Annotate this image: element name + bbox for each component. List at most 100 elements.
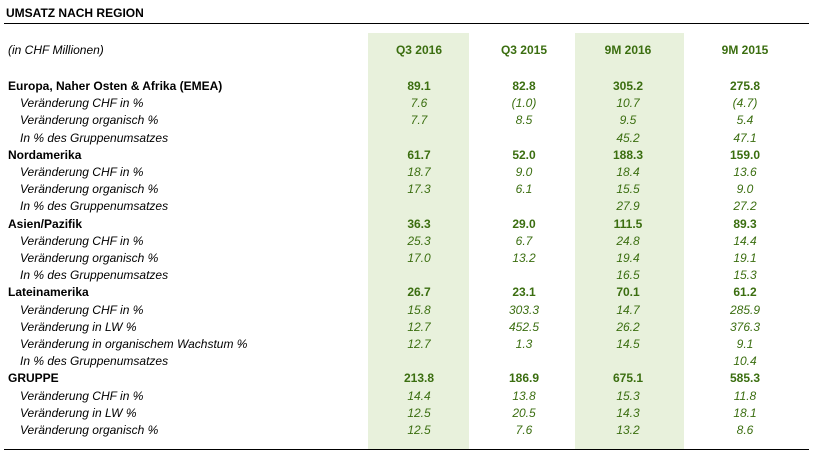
- table-cell: 15.8: [407, 303, 431, 317]
- metric-row: Veränderung CHF in % 14.4 13.8 15.3 11.8: [0, 387, 813, 405]
- region-row: Europa, Naher Osten & Afrika (EMEA) 89.1 8…: [0, 77, 813, 95]
- row-label: In % des Gruppenumsatzes: [20, 268, 169, 282]
- table-cell: 11.8: [733, 389, 757, 403]
- row-label: In % des Gruppenumsatzes: [20, 354, 169, 368]
- table-cell: 19.1: [733, 251, 757, 265]
- row-label: Veränderung CHF in %: [20, 303, 144, 317]
- table-cell: 6.1: [515, 182, 533, 196]
- table-cell: 13.2: [616, 423, 640, 437]
- table-cell: 9.0: [736, 182, 754, 196]
- table-cell: 15.3: [616, 389, 640, 403]
- row-label: Veränderung in LW %: [20, 320, 137, 334]
- table-cell: 376.3: [729, 320, 761, 334]
- row-label: Veränderung CHF in %: [20, 389, 144, 403]
- row-label: In % des Gruppenumsatzes: [20, 131, 169, 145]
- table-cell: 25.3: [407, 234, 431, 248]
- table-cell: 186.9: [508, 371, 540, 385]
- header-row: (in CHF Millionen) Q3 2016 Q3 2015 9M 20…: [0, 41, 813, 59]
- table-cell: 14.3: [616, 406, 640, 420]
- table-cell: 111.5: [613, 217, 643, 231]
- row-label: Veränderung CHF in %: [20, 234, 144, 248]
- table-cell: 70.1: [616, 285, 640, 299]
- metric-row: Veränderung organisch % 17.3 6.1 15.5 9.0: [0, 180, 813, 198]
- table-cell: 305.2: [612, 79, 644, 93]
- table-cell: 18.1: [733, 406, 757, 420]
- table-cell: 452.5: [508, 320, 540, 334]
- metric-row: In % des Gruppenumsatzes 10.4: [0, 352, 813, 370]
- column-header: 9M 2016: [604, 43, 652, 57]
- table-cell: 19.4: [616, 251, 640, 265]
- row-label: Nordamerika: [8, 148, 82, 162]
- row-label: Asien/Pazifik: [8, 217, 83, 231]
- table-cell: 18.7: [407, 165, 431, 179]
- column-header: 9M 2015: [721, 43, 769, 57]
- table-cell: 213.8: [403, 371, 435, 385]
- table-cell: 14.7: [616, 303, 640, 317]
- table-cell: 47.1: [733, 131, 757, 145]
- row-label: Veränderung organisch %: [20, 182, 159, 196]
- metric-row: Veränderung organisch % 12.5 7.6 13.2 8.6: [0, 421, 813, 439]
- table-cell: 9.5: [619, 113, 637, 127]
- column-header: Q3 2016: [395, 43, 443, 57]
- table-cell: 36.3: [407, 217, 431, 231]
- column-header: Q3 2015: [500, 43, 548, 57]
- table-cell: 6.7: [515, 234, 533, 248]
- bottom-rule: [4, 449, 809, 450]
- row-label: Veränderung organisch %: [20, 113, 159, 127]
- table-cell: 89.1: [407, 79, 431, 93]
- metric-row: Veränderung organisch % 17.0 13.2 19.4 19.1: [0, 249, 813, 267]
- table-cell: 89.3: [733, 217, 757, 231]
- table-cell: 188.3: [612, 148, 644, 162]
- metric-row: Veränderung in organischem Wachstum % 12.…: [0, 335, 813, 353]
- metric-row: Veränderung CHF in % 7.6 (1.0) 10.7 (4.7): [0, 94, 813, 112]
- table-cell: 20.5: [512, 406, 536, 420]
- table-cell: 61.2: [733, 285, 757, 299]
- metric-row: Veränderung CHF in % 15.8 303.3 14.7 285.9: [0, 301, 813, 319]
- table-cell: 9.0: [515, 165, 533, 179]
- region-row: Asien/Pazifik 36.3 29.0 111.5 89.3: [0, 215, 813, 233]
- row-label: Veränderung in organischem Wachstum %: [20, 337, 248, 351]
- row-label: Veränderung CHF in %: [20, 165, 144, 179]
- region-row: Nordamerika 61.7 52.0 188.3 159.0: [0, 146, 813, 164]
- row-label: Lateinamerika: [8, 285, 89, 299]
- table-cell: 15.5: [616, 182, 640, 196]
- table-cell: 45.2: [616, 131, 640, 145]
- table-cell: 23.1: [512, 285, 536, 299]
- row-label: Europa, Naher Osten & Afrika (EMEA): [8, 79, 223, 93]
- metric-row: Veränderung in LW % 12.7 452.5 26.2 376.3: [0, 318, 813, 336]
- row-label: Veränderung organisch %: [20, 251, 159, 265]
- metric-row: Veränderung CHF in % 18.7 9.0 18.4 13.6: [0, 163, 813, 181]
- table-cell: 24.8: [616, 234, 640, 248]
- table-cell: 675.1: [612, 371, 644, 385]
- table-cell: 26.2: [616, 320, 640, 334]
- table-cell: 8.5: [515, 113, 533, 127]
- column-shade-q3-2016: [368, 33, 469, 449]
- table-cell: 12.5: [407, 423, 431, 437]
- table-cell: 12.5: [407, 406, 431, 420]
- table-cell: 9.1: [736, 337, 754, 351]
- table-cell: 61.7: [407, 148, 431, 162]
- table-cell: 52.0: [512, 148, 536, 162]
- metric-row: In % des Gruppenumsatzes 27.9 27.2: [0, 197, 813, 215]
- column-shade-9m-2016: [575, 33, 684, 449]
- table-cell: 1.3: [515, 337, 533, 351]
- table-cell: 29.0: [512, 217, 536, 231]
- table-cell: 585.3: [729, 371, 761, 385]
- table-cell: 13.6: [733, 165, 757, 179]
- table-cell: 5.4: [736, 113, 754, 127]
- table-cell: 16.5: [616, 268, 640, 282]
- table-cell: 303.3: [508, 303, 540, 317]
- region-row: GRUPPE 213.8 186.9 675.1 585.3: [0, 369, 813, 387]
- table-cell: 159.0: [729, 148, 761, 162]
- table-cell: 26.7: [407, 285, 431, 299]
- table-cell: 13.2: [512, 251, 536, 265]
- table-cell: 10.4: [733, 354, 757, 368]
- table-cell: 82.8: [512, 79, 536, 93]
- region-row: Lateinamerika 26.7 23.1 70.1 61.2: [0, 283, 813, 301]
- table-cell: (1.0): [511, 96, 537, 110]
- table-cell: 27.2: [733, 199, 757, 213]
- table-cell: 12.7: [407, 320, 431, 334]
- table-cell: 8.6: [736, 423, 754, 437]
- metric-row: Veränderung in LW % 12.5 20.5 14.3 18.1: [0, 404, 813, 422]
- table-cell: 7.6: [515, 423, 533, 437]
